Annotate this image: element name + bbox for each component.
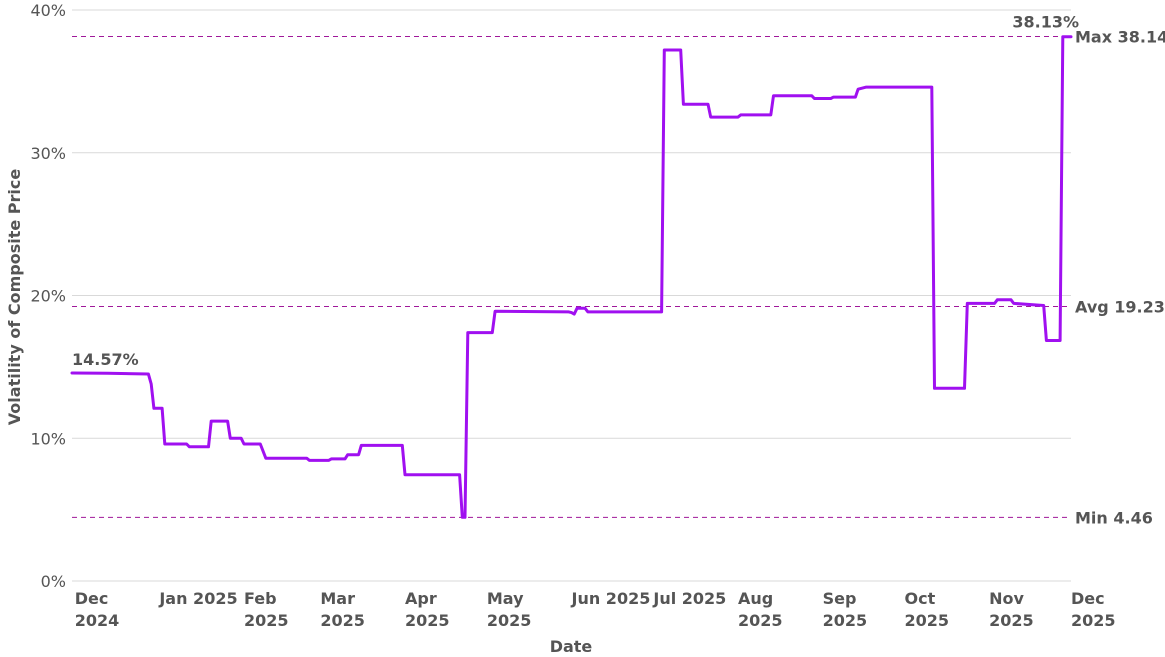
x-tick-label-3: Mar: [320, 589, 355, 608]
reference-label-1: Avg 19.23: [1075, 297, 1165, 316]
x-tick-label-8: Aug: [738, 589, 773, 608]
x-tick-label-3-year: 2025: [320, 611, 365, 630]
gridlines: [72, 10, 1071, 581]
x-tick-label-8-year: 2025: [738, 611, 783, 630]
x-tick-label-9-year: 2025: [823, 611, 868, 630]
x-tick-label-0: Dec: [75, 589, 109, 608]
y-tick-label-20: 20%: [30, 287, 66, 306]
x-tick-label-4-year: 2025: [405, 611, 450, 630]
x-tick-label-2-year: 2025: [244, 611, 289, 630]
x-tick-label-5-year: 2025: [487, 611, 532, 630]
y-axis-ticks: 0% 10% 20% 30% 40%: [30, 1, 66, 591]
x-tick-label-11: Nov: [989, 589, 1024, 608]
value-labels: 14.57% 38.13%: [72, 13, 1079, 369]
x-tick-label-10-year: 2025: [905, 611, 950, 630]
last-value-label: 38.13%: [1012, 13, 1079, 32]
x-tick-label-4: Apr: [405, 589, 437, 608]
reference-label-0: Max 38.14: [1075, 28, 1165, 47]
x-tick-label-0-year: 2024: [75, 611, 120, 630]
x-tick-label-12-year: 2025: [1071, 611, 1116, 630]
series-layer: [72, 37, 1071, 518]
x-tick-label-11-year: 2025: [989, 611, 1034, 630]
y-tick-label-30: 30%: [30, 144, 66, 163]
x-tick-label-5: May: [487, 589, 524, 608]
y-tick-label-40: 40%: [30, 1, 66, 20]
reference-lines: Max 38.14 Avg 19.23 Min 4.46: [72, 28, 1165, 528]
x-axis-ticks: Dec 2024 Jan 2025 Feb 2025 Mar 2025 Apr 2025 May 2…: [75, 589, 1116, 630]
x-tick-label-6: Jun 2025: [571, 589, 651, 608]
x-tick-label-9: Sep: [823, 589, 857, 608]
first-value-label: 14.57%: [72, 350, 139, 369]
reference-label-2: Min 4.46: [1075, 508, 1153, 527]
x-tick-label-2: Feb: [244, 589, 277, 608]
x-tick-label-7: Jul 2025: [652, 589, 726, 608]
x-tick-label-1: Jan 2025: [158, 589, 237, 608]
x-tick-label-12: Dec: [1071, 589, 1105, 608]
y-tick-label-0: 0%: [41, 572, 66, 591]
y-axis-title: Volatility of Composite Price: [5, 169, 24, 426]
x-tick-label-10: Oct: [905, 589, 936, 608]
y-tick-label-10: 10%: [30, 429, 66, 448]
series-line-0: [72, 37, 1071, 518]
x-axis-title: Date: [550, 637, 593, 656]
